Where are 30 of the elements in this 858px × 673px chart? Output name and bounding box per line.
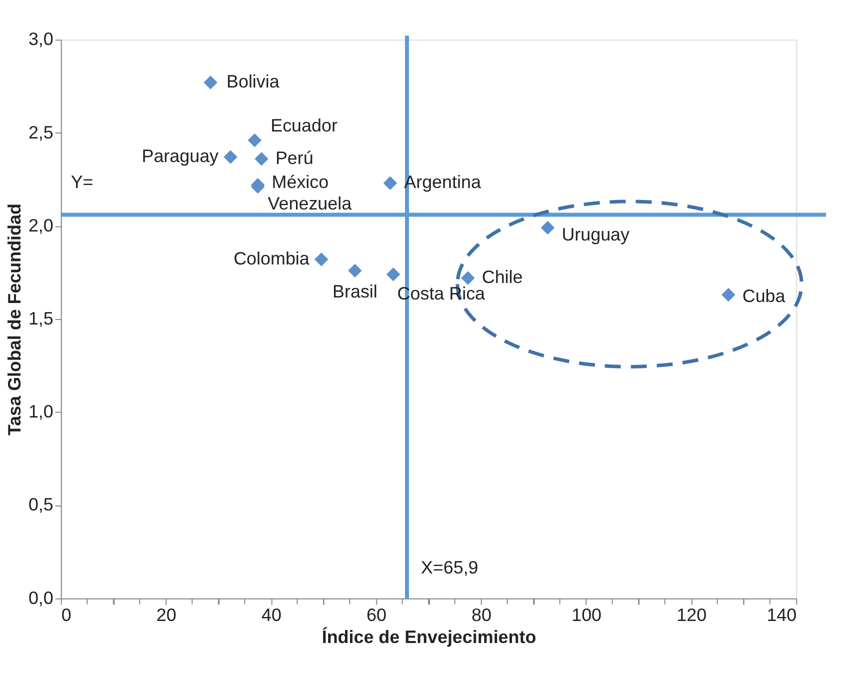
y-tick-label: 2,0 — [28, 215, 54, 236]
x-tick-label: 0 — [61, 604, 72, 625]
y-tick-label: 3,0 — [28, 29, 54, 50]
x-axis-title: Índice de Envejecimiento — [322, 626, 536, 647]
x-tick-label: 60 — [366, 604, 386, 625]
series-label: Bolivia — [226, 71, 280, 92]
series-label: Perú — [275, 148, 314, 168]
y-tick-label: 0,0 — [28, 588, 54, 608]
series-label: México — [272, 172, 329, 192]
x-tick-label: 140 — [766, 604, 797, 625]
series-label: Brasil — [332, 282, 378, 302]
series-label: Chile — [482, 267, 523, 288]
series-label: Colombia — [234, 248, 310, 268]
x-tick-label: 80 — [472, 604, 492, 625]
x-tick-label: 20 — [156, 604, 176, 625]
x-tick-label: 120 — [676, 604, 707, 625]
y-tick-label: 0,5 — [28, 494, 54, 515]
y-tick-label: 2,5 — [28, 122, 54, 142]
series-label: Venezuela — [268, 194, 352, 214]
y-tick-label: 1,5 — [28, 308, 54, 329]
y-axis-title: Tasa Global de Fecundidad — [4, 204, 24, 436]
series-label: Uruguay — [562, 224, 630, 245]
ref-line-label: X=65,9 — [420, 557, 478, 578]
y-tick-label: 1,0 — [28, 402, 54, 422]
x-tick-label: 100 — [572, 604, 602, 625]
x-tick-label: 40 — [261, 604, 282, 625]
ref-line-label: Y= — [70, 172, 94, 192]
series-label: Paraguay — [142, 146, 219, 166]
series-label: Ecuador — [270, 115, 338, 136]
series-label: Cuba — [742, 286, 786, 306]
